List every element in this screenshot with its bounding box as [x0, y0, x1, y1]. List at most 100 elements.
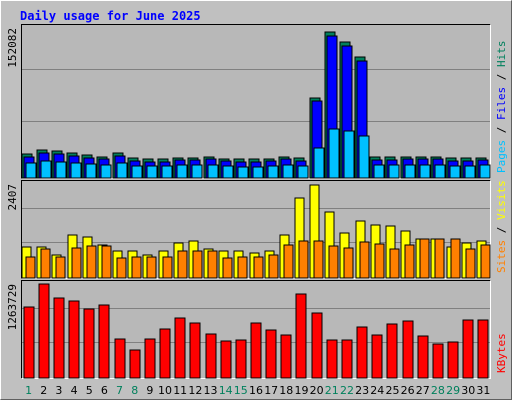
bar-sites-day-27: [419, 238, 430, 279]
x-tick-label: 7: [116, 384, 123, 397]
bar-sites-day-24: [374, 243, 385, 279]
legend-separator: /: [495, 120, 508, 140]
bar-kbytes-day-6: [98, 304, 110, 379]
bar-sites-day-31: [480, 244, 491, 279]
x-tick-label: 14: [219, 384, 233, 397]
x-tick-label: 6: [101, 384, 108, 397]
x-tick-label: 19: [295, 384, 309, 397]
bar-pages-day-3: [55, 161, 67, 179]
bar-pages-day-31: [479, 164, 491, 179]
bar-sites-day-14: [222, 257, 233, 279]
x-tick-label: 4: [71, 384, 78, 397]
bar-sites-day-16: [253, 256, 264, 279]
bar-pages-day-27: [419, 164, 431, 179]
bar-sites-day-7: [116, 257, 127, 279]
panel-visits: 2407 Sites / Visits: [6, 180, 508, 279]
bar-kbytes-day-13: [205, 333, 217, 379]
panel-max-label: 152082: [6, 28, 19, 68]
x-tick-label: 11: [173, 384, 187, 397]
bar-kbytes-day-27: [417, 335, 429, 379]
bar-kbytes-day-3: [53, 297, 65, 379]
legend-entry: Files: [495, 87, 508, 120]
bar-sites-day-28: [434, 238, 445, 279]
bar-kbytes-day-1: [23, 306, 35, 379]
bar-kbytes-day-10: [159, 328, 171, 379]
bar-sites-day-4: [71, 247, 82, 279]
bar-kbytes-day-28: [432, 343, 444, 379]
bar-pages-day-21: [328, 128, 340, 179]
bar-kbytes-day-18: [280, 334, 292, 379]
bar-sites-day-19: [298, 240, 309, 279]
bar-sites-day-22: [343, 247, 354, 279]
panel-series-legend: Pages / Files / Hits: [495, 41, 508, 174]
x-tick-label: 27: [416, 384, 430, 397]
bar-kbytes-day-8: [129, 349, 141, 379]
chart-panels: 152082 Pages / Files / Hits 2407 Sites / Vi…: [6, 24, 508, 379]
legend-entry: Pages: [495, 140, 508, 173]
bar-sites-day-26: [404, 244, 415, 279]
bar-kbytes-day-5: [83, 308, 95, 379]
legend-entry: Sites: [495, 240, 508, 273]
bar-kbytes-day-11: [174, 317, 186, 379]
bar-pages-day-5: [85, 163, 97, 179]
bar-pages-day-6: [100, 164, 112, 179]
panel-series-legend: Sites / Visits: [495, 180, 508, 273]
bar-sites-day-15: [237, 256, 248, 279]
bar-pages-day-20: [313, 147, 325, 179]
bar-sites-day-1: [25, 256, 36, 279]
bar-pages-day-8: [131, 165, 143, 179]
bar-pages-day-29: [449, 165, 461, 179]
x-tick-label: 3: [55, 384, 62, 397]
bar-sites-day-23: [359, 241, 370, 279]
x-tick-label: 5: [86, 384, 93, 397]
bar-kbytes-day-14: [220, 340, 232, 379]
panel-max-label: 1263729: [6, 284, 19, 330]
bar-pages-day-22: [343, 130, 355, 179]
bar-pages-day-23: [358, 135, 370, 179]
bar-pages-day-7: [116, 162, 128, 179]
bar-sites-day-2: [40, 248, 51, 279]
bar-pages-day-1: [25, 162, 37, 179]
bar-sites-day-6: [101, 245, 112, 279]
panel-hits: 152082 Pages / Files / Hits: [6, 24, 508, 179]
x-tick-label: 20: [310, 384, 324, 397]
bar-sites-day-8: [131, 256, 142, 279]
panel-border-dark: [21, 180, 491, 279]
x-tick-label: 8: [131, 384, 138, 397]
bar-sites-day-11: [177, 250, 188, 279]
bar-pages-day-17: [267, 165, 279, 179]
bar-kbytes-day-26: [402, 320, 414, 379]
bar-pages-day-18: [282, 164, 294, 179]
bar-pages-day-4: [70, 162, 82, 179]
bar-sites-day-30: [465, 248, 476, 279]
x-axis-ticks: 1 2 3 4 5 6 7 8 9 10 11 12 13 14 15 16 17 18 19 20 21 22 23 24 2…: [25, 384, 490, 397]
panel-border-dark: [21, 280, 491, 379]
bar-kbytes-day-4: [68, 300, 80, 379]
panel-series-legend: KBytes: [495, 333, 508, 373]
bar-sites-day-21: [328, 245, 339, 279]
bar-kbytes-day-17: [265, 329, 277, 379]
bar-pages-day-24: [373, 164, 385, 179]
chart-title: Daily usage for June 2025: [20, 9, 201, 23]
x-tick-label: 23: [355, 384, 369, 397]
x-tick-label: 13: [204, 384, 218, 397]
bar-pages-day-28: [434, 164, 446, 179]
bar-kbytes-day-31: [477, 319, 489, 379]
bar-sites-day-17: [268, 254, 279, 279]
bar-pages-day-26: [404, 164, 416, 179]
bar-kbytes-day-9: [144, 338, 156, 379]
bar-pages-day-19: [297, 165, 309, 179]
bar-kbytes-day-16: [250, 322, 262, 379]
legend-entry: KBytes: [495, 333, 508, 373]
x-tick-label: 10: [158, 384, 172, 397]
x-tick-label: 1: [25, 384, 32, 397]
bar-pages-day-16: [252, 166, 264, 179]
bar-sites-day-10: [162, 256, 173, 279]
x-tick-label: 29: [446, 384, 460, 397]
x-tick-label: 25: [386, 384, 400, 397]
bar-kbytes-day-20: [311, 312, 323, 379]
x-tick-label: 15: [234, 384, 248, 397]
bar-pages-day-14: [222, 165, 234, 179]
x-tick-label: 17: [264, 384, 278, 397]
